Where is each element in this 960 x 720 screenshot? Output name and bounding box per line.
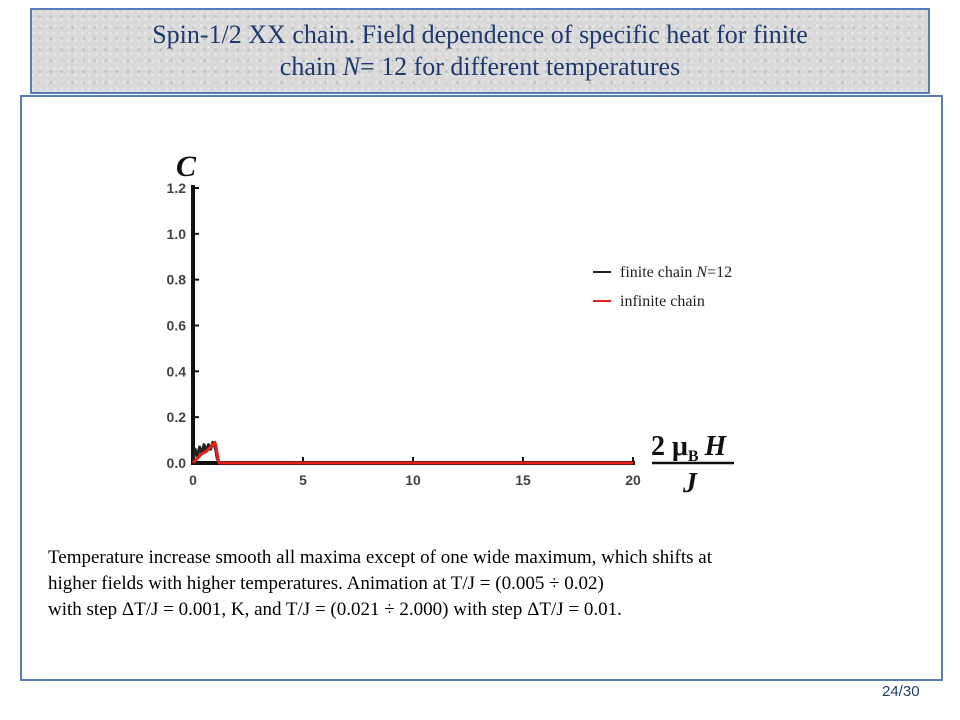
x-tick-label: 20 bbox=[625, 472, 641, 488]
chart-series-layer bbox=[191, 440, 633, 465]
slide-frame bbox=[20, 95, 943, 681]
legend-label-finite-suffix: =12 bbox=[707, 264, 732, 281]
y-tick-label: 1.2 bbox=[167, 180, 187, 196]
slide-title-line2: chain N= 12 for different temperatures bbox=[280, 51, 680, 83]
caption-text: Temperature increase smooth all maxima e… bbox=[48, 545, 928, 623]
y-tick-label: 0.4 bbox=[167, 363, 187, 379]
legend-label-finite-var: N bbox=[695, 264, 708, 281]
page-number: 24/30 bbox=[882, 683, 920, 700]
x-axis-label-sub: B bbox=[688, 448, 699, 465]
y-axis-label: C bbox=[176, 150, 197, 183]
x-tick-label: 15 bbox=[515, 472, 531, 488]
y-tick-label: 1.0 bbox=[167, 226, 187, 242]
slide-title-line2-var: N bbox=[342, 52, 360, 81]
slide-title-line2-suffix: = 12 for different temperatures bbox=[359, 52, 681, 81]
legend-label-infinite: infinite chain bbox=[620, 293, 705, 310]
x-tick-label: 5 bbox=[299, 472, 307, 488]
x-axis-label-h: H bbox=[704, 431, 728, 462]
caption-line-3: with step ΔT/J = 0.001, K, and T/J = (0.… bbox=[48, 599, 622, 620]
y-tick-label: 0.8 bbox=[167, 272, 187, 288]
caption-line-1: Temperature increase smooth all maxima e… bbox=[48, 547, 712, 568]
y-tick-label: 0.0 bbox=[167, 455, 187, 471]
x-axis-label-denominator: J bbox=[682, 468, 698, 499]
y-tick-label: 0.2 bbox=[167, 409, 187, 425]
chart-legend: finite chain N=12 infinite chain bbox=[593, 264, 732, 310]
x-tick-label: 10 bbox=[405, 472, 421, 488]
x-axis-label-num: 2 μ bbox=[651, 431, 688, 462]
chart-ticks: 0 5 10 15 20 0.0 0.2 0.4 0.6 0.8 1.0 1.2 bbox=[167, 180, 641, 488]
x-axis-label-numerator: 2 μB H bbox=[651, 431, 728, 465]
y-tick-label: 0.6 bbox=[167, 318, 187, 334]
series-line-infinite-chain bbox=[191, 440, 633, 465]
legend-label-finite: finite chain N=12 bbox=[620, 264, 732, 281]
chart-axes bbox=[191, 185, 635, 465]
caption-line-2: higher fields with higher temperatures. … bbox=[48, 573, 604, 594]
slide-title-line2-prefix: chain bbox=[279, 52, 343, 81]
legend-label-finite-text: finite chain bbox=[620, 264, 696, 281]
x-tick-label: 0 bbox=[189, 472, 197, 488]
title-banner: Spin-1/2 XX chain. Field dependence of s… bbox=[30, 8, 930, 94]
slide-title-line1: Spin-1/2 XX chain. Field dependence of s… bbox=[152, 20, 808, 49]
